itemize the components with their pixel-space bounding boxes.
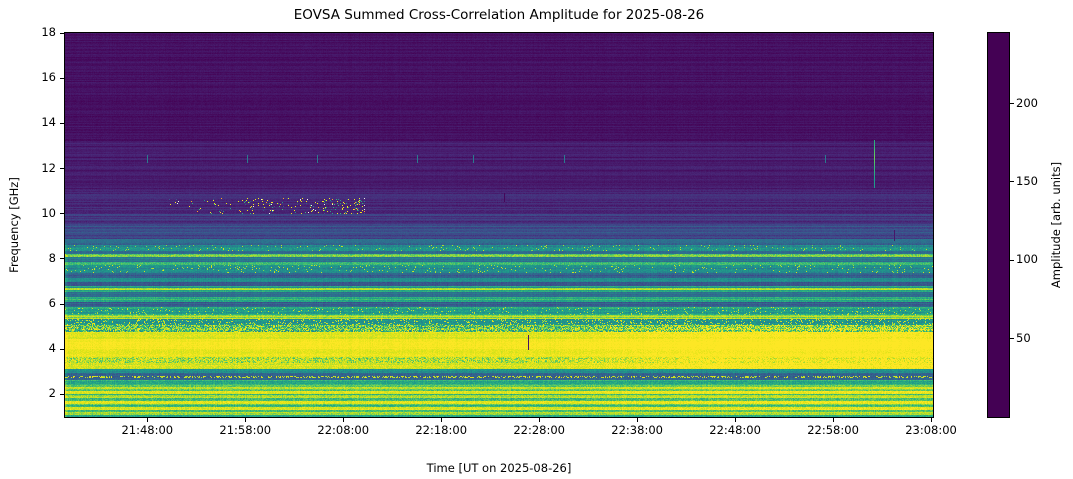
x-axis-tick-label: 22:28:00 xyxy=(513,423,565,437)
heatmap-canvas xyxy=(65,33,933,417)
x-axis-tick-label: 22:58:00 xyxy=(807,423,859,437)
colorbar-tick xyxy=(1010,103,1014,105)
x-axis-tick-label: 23:08:00 xyxy=(905,423,957,437)
y-axis-tick-label: 10 xyxy=(41,205,56,220)
colorbar-tick xyxy=(1010,338,1014,340)
x-axis-tick xyxy=(146,418,148,422)
y-axis-tick-label: 12 xyxy=(41,160,56,175)
y-axis-tick-label: 18 xyxy=(41,25,56,39)
y-axis-tick xyxy=(60,303,64,305)
colorbar-tick-label: 100 xyxy=(1016,252,1038,267)
colorbar xyxy=(987,32,1010,418)
y-axis-tick-label: 16 xyxy=(41,70,56,85)
colorbar-label: Amplitude [arb. units] xyxy=(1049,161,1063,289)
x-axis-tick xyxy=(636,418,638,422)
x-axis-tick xyxy=(930,418,932,422)
y-axis-tick xyxy=(60,168,64,170)
y-axis-tick xyxy=(60,122,64,124)
x-axis-tick xyxy=(538,418,540,422)
y-axis-tick xyxy=(60,393,64,395)
y-axis-tick-label: 4 xyxy=(48,341,56,356)
x-axis-tick-label: 22:18:00 xyxy=(415,423,468,437)
chart-title: EOVSA Summed Cross-Correlation Amplitude… xyxy=(293,7,705,23)
y-axis-tick-label: 2 xyxy=(48,386,56,401)
y-axis-tick xyxy=(60,77,64,79)
y-axis-tick-label: 14 xyxy=(41,115,56,130)
colorbar-tick xyxy=(1010,181,1014,183)
colorbar-tick-label: 150 xyxy=(1016,173,1038,188)
colorbar-tick-label: 200 xyxy=(1016,95,1038,110)
x-axis-tick xyxy=(832,418,834,422)
y-axis-tick-label: 8 xyxy=(48,250,56,265)
x-axis-tick xyxy=(440,418,442,422)
x-axis-tick-label: 22:38:00 xyxy=(611,423,663,437)
x-axis-tick-label: 21:48:00 xyxy=(121,423,174,437)
y-axis-tick xyxy=(60,32,64,34)
colorbar-tick-label: 50 xyxy=(1016,330,1031,345)
y-axis-tick xyxy=(60,348,64,350)
y-axis-label: Frequency [GHz] xyxy=(7,177,21,273)
colorbar-gradient xyxy=(988,33,1009,417)
x-axis-tick-label: 22:48:00 xyxy=(709,423,761,437)
x-axis-tick-label: 21:58:00 xyxy=(219,423,272,437)
y-axis-tick-label: 6 xyxy=(48,296,56,311)
y-axis-tick xyxy=(60,258,64,260)
x-axis-label: Time [UT on 2025-08-26] xyxy=(426,461,572,475)
colorbar-tick xyxy=(1010,259,1014,261)
y-axis-tick xyxy=(60,213,64,215)
plot-area xyxy=(64,32,934,418)
x-axis-tick xyxy=(342,418,344,422)
x-axis-tick xyxy=(734,418,736,422)
x-axis-tick-label: 22:08:00 xyxy=(317,423,370,437)
x-axis-tick xyxy=(244,418,246,422)
